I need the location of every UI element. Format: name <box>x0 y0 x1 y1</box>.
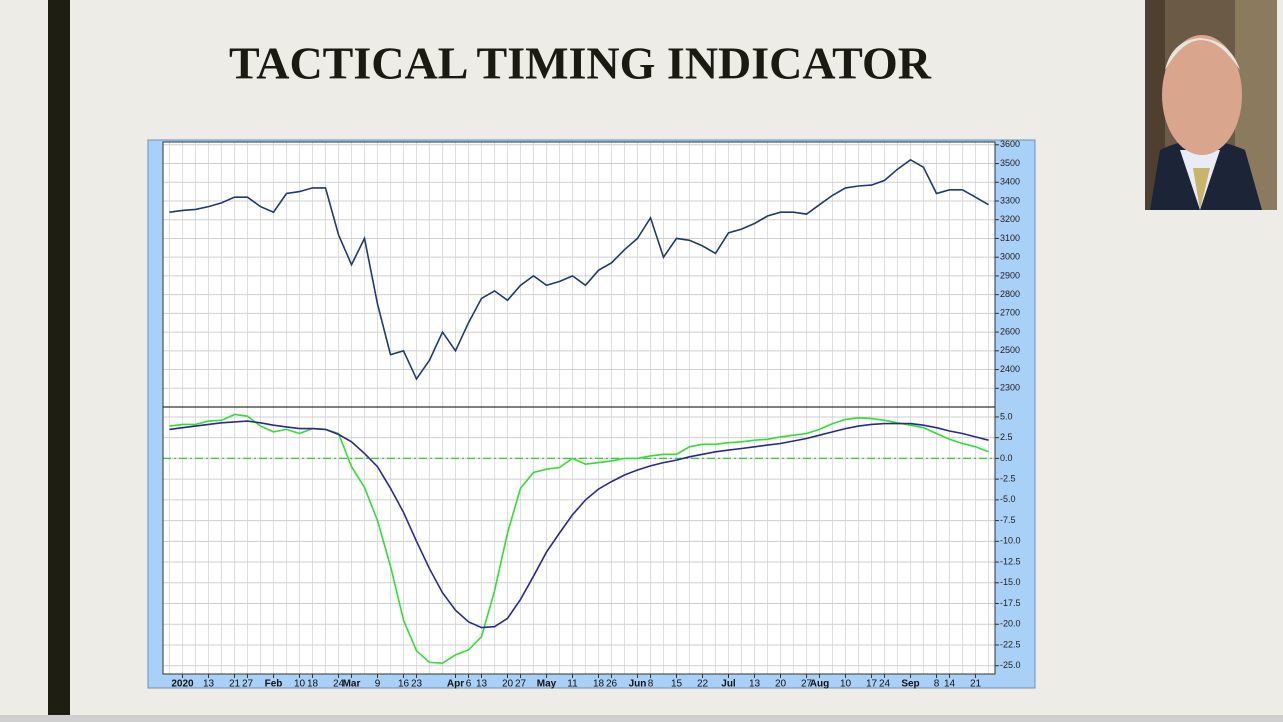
y-tick-label: -25.0 <box>1000 660 1021 670</box>
x-tick-label: 27 <box>242 679 254 690</box>
x-tick-label: 24 <box>333 679 345 690</box>
data-line <box>169 413 989 665</box>
y-tick-label: 2.5 <box>1000 432 1013 442</box>
plot-area <box>163 142 995 674</box>
y-tick-label: 2700 <box>1000 308 1020 318</box>
x-tick-label: May <box>537 679 557 690</box>
y-tick-label: -2.5 <box>1000 474 1016 484</box>
y-tick-label: 3500 <box>1000 158 1020 168</box>
x-tick-label: 8 <box>934 679 940 690</box>
x-tick-label: 26 <box>606 679 618 690</box>
x-tick-label: 10 <box>840 679 852 690</box>
x-tick-label: 22 <box>697 679 709 690</box>
x-tick-label: Apr <box>447 679 464 690</box>
x-tick-label: 14 <box>944 679 956 690</box>
hair <box>1165 38 1240 70</box>
y-tick-label: -7.5 <box>1000 515 1016 525</box>
tie <box>1193 168 1210 210</box>
y-tick-label: 3200 <box>1000 214 1020 224</box>
slide-title: TACTICAL TIMING INDICATOR <box>229 38 932 89</box>
y-tick-label: 0.0 <box>1000 453 1013 463</box>
x-tick-label: 17 <box>866 679 878 690</box>
x-tick-label: 6 <box>466 679 472 690</box>
x-tick-label: 13 <box>203 679 215 690</box>
x-tick-label: 20 <box>502 679 514 690</box>
y-tick-label: 2300 <box>1000 383 1020 393</box>
x-tick-label: Mar <box>343 679 361 690</box>
x-tick-label: Sep <box>901 679 919 690</box>
y-tick-label: -22.5 <box>1000 639 1021 649</box>
x-tick-label: Jun <box>629 679 647 690</box>
x-tick-label: 20 <box>775 679 787 690</box>
y-tick-label: -12.5 <box>1000 556 1021 566</box>
data-line <box>169 420 989 629</box>
y-tick-label: 2400 <box>1000 364 1020 374</box>
y-tick-label: 3000 <box>1000 252 1020 262</box>
x-tick-label: 23 <box>411 679 423 690</box>
plot-border <box>162 141 996 675</box>
x-tick-label: 27 <box>515 679 527 690</box>
x-tick-label: 18 <box>307 679 319 690</box>
x-tick-label: 24 <box>879 679 891 690</box>
data-line <box>169 158 989 381</box>
x-tick-label: 21 <box>970 679 982 690</box>
x-tick-label: Feb <box>265 679 283 690</box>
plots: 2300 2400 2500 2600 2700 2800 2900 3000 3100 3200… <box>163 139 1021 690</box>
x-tick-label: 13 <box>749 679 761 690</box>
x-tick-label: 13 <box>476 679 488 690</box>
x-tick-label: 18 <box>593 679 605 690</box>
x-tick-label: 16 <box>398 679 410 690</box>
x-tick-label: Jul <box>721 679 736 690</box>
y-tick-label: 3600 <box>1000 139 1020 149</box>
y-tick-label: 5.0 <box>1000 411 1013 421</box>
y-tick-label: 2500 <box>1000 345 1020 355</box>
y-tick-label: 2600 <box>1000 326 1020 336</box>
x-tick-label: 8 <box>648 679 654 690</box>
y-tick-label: -17.5 <box>1000 598 1021 608</box>
face <box>1162 35 1242 155</box>
y-tick-label: 3100 <box>1000 233 1020 243</box>
x-tick-label: 2020 <box>171 679 194 690</box>
x-tick-label: 21 <box>229 679 241 690</box>
y-tick-label: 3300 <box>1000 195 1020 205</box>
y-tick-label: -10.0 <box>1000 536 1021 546</box>
bottom-edge <box>0 715 1283 722</box>
side-bar <box>48 0 70 716</box>
x-tick-label: 27 <box>801 679 813 690</box>
y-tick-label: 2900 <box>1000 270 1020 280</box>
y-tick-label: -5.0 <box>1000 494 1016 504</box>
x-tick-label: 15 <box>671 679 683 690</box>
x-tick-label: 9 <box>375 679 381 690</box>
x-tick-label: 10 <box>294 679 306 690</box>
y-tick-label: 2800 <box>1000 289 1020 299</box>
x-tick-label: Aug <box>810 679 829 690</box>
y-tick-label: 3400 <box>1000 177 1020 187</box>
y-tick-label: -20.0 <box>1000 619 1021 629</box>
y-tick-label: -15.0 <box>1000 577 1021 587</box>
presenter-photo <box>1145 0 1277 210</box>
x-tick-label: 11 <box>567 679 578 690</box>
